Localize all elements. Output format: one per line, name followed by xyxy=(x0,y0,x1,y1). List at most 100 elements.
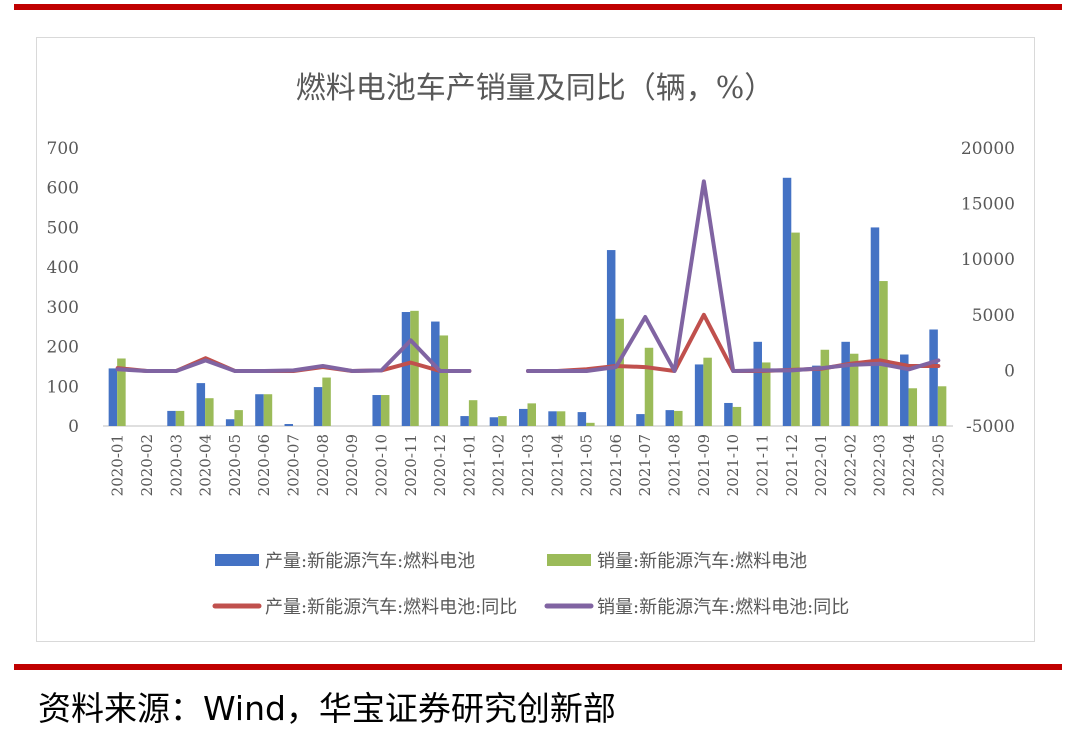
production-bar xyxy=(313,387,323,426)
sales-bar xyxy=(410,310,419,426)
x-tick-label: 2020-04 xyxy=(197,434,215,496)
x-tick-label: 2021-02 xyxy=(490,434,508,496)
production-bar xyxy=(606,250,616,426)
sales-bar xyxy=(879,281,888,426)
x-tick-label: 2022-03 xyxy=(871,434,889,496)
chart-svg: 燃料电池车产销量及同比（辆，%） 0 100 200 300 400 500 600 700 -5… xyxy=(47,71,1015,618)
legend-swatch xyxy=(215,554,259,566)
production-bar xyxy=(108,368,118,426)
sales-yoy-line xyxy=(526,179,941,373)
production-bar xyxy=(431,321,440,426)
sales-bar xyxy=(263,394,273,426)
x-tick-label: 2021-04 xyxy=(548,434,566,496)
legend-label: 产量:新能源汽车:燃料电池 xyxy=(265,551,475,572)
sales-bar xyxy=(674,410,683,426)
sales-bar xyxy=(820,349,830,426)
chart-title: 燃料电池车产销量及同比（辆，%） xyxy=(296,71,775,106)
x-tick-label: 2021-05 xyxy=(578,434,596,496)
production-bar xyxy=(196,383,206,426)
x-tick-label: 2020-10 xyxy=(372,434,390,496)
source-note: 资料来源：Wind，华宝证券研究创新部 xyxy=(38,689,616,728)
production-bar xyxy=(841,341,850,426)
sales-bar xyxy=(703,357,712,426)
x-tick-label: 2021-10 xyxy=(724,434,742,496)
production-bar xyxy=(665,410,675,426)
x-tick-label: 2021-11 xyxy=(753,434,771,496)
y-right-tick-label: 20000 xyxy=(961,139,1015,159)
production-bar xyxy=(782,177,792,426)
x-tick-label: 2020-08 xyxy=(314,434,332,496)
y-left-tick-label: 700 xyxy=(47,139,79,159)
production-bar xyxy=(870,227,880,426)
x-tick-label: 2021-01 xyxy=(460,434,478,496)
production-bar xyxy=(401,312,411,426)
production-bar xyxy=(694,364,704,426)
y-left-tick-label: 0 xyxy=(68,417,79,437)
x-tick-label: 2022-05 xyxy=(929,434,947,496)
sales-bar xyxy=(117,358,126,426)
production-bar xyxy=(372,395,381,426)
production-bar xyxy=(548,411,557,426)
y-left-tick-label: 100 xyxy=(47,377,79,397)
production-bar xyxy=(284,424,294,426)
x-tick-label: 2022-02 xyxy=(841,434,859,496)
sales-bar xyxy=(761,362,771,426)
sales-bar xyxy=(234,410,243,426)
sales-bar xyxy=(322,377,331,426)
legend-label: 销量:新能源汽车:燃料电池:同比 xyxy=(597,597,849,618)
x-tick-label: 2020-05 xyxy=(226,434,244,496)
sales-bar xyxy=(908,388,918,426)
x-tick-label: 2021-08 xyxy=(666,434,684,496)
production-bar xyxy=(812,365,821,426)
chart-frame: 燃料电池车产销量及同比（辆，%） 0 100 200 300 400 500 600 700 -5… xyxy=(36,37,1035,642)
y-right-tick-label: 0 xyxy=(1004,361,1015,381)
sales-bar xyxy=(556,411,566,426)
x-tick-label: 2020-03 xyxy=(167,434,185,496)
sales-bar xyxy=(849,353,859,426)
production-bar xyxy=(255,394,264,426)
production-bar xyxy=(753,341,762,426)
y-left-tick-label: 200 xyxy=(47,338,79,358)
x-tick-label: 2020-02 xyxy=(138,434,156,496)
production-bar xyxy=(225,419,235,426)
y-left-tick-label: 400 xyxy=(47,258,79,278)
x-tick-label: 2021-03 xyxy=(519,434,537,496)
production-bar xyxy=(900,354,909,426)
production-bar xyxy=(929,329,938,426)
sales-bar xyxy=(527,403,536,426)
sales-bar xyxy=(732,406,742,426)
production-bar xyxy=(460,416,469,426)
sales-bar xyxy=(175,410,185,426)
sales-bar xyxy=(937,386,947,426)
production-bar xyxy=(489,417,499,426)
production-bar xyxy=(577,412,587,426)
legend-label: 销量:新能源汽车:燃料电池 xyxy=(597,551,807,572)
y-right-tick-label: 5000 xyxy=(972,306,1015,326)
legend-swatch xyxy=(547,554,591,566)
production-bar xyxy=(167,410,176,426)
sales-bar xyxy=(644,347,654,426)
sales-yoy-line xyxy=(115,338,472,373)
production-bar xyxy=(724,402,733,426)
sales-bar xyxy=(615,318,624,426)
x-tick-label: 2020-06 xyxy=(255,434,273,496)
sales-bar xyxy=(205,398,214,426)
production-bar xyxy=(636,414,645,426)
legend-label: 产量:新能源汽车:燃料电池:同比 xyxy=(265,597,517,618)
sales-bar xyxy=(498,416,507,426)
top-rule xyxy=(14,4,1062,10)
production-bar xyxy=(519,408,528,426)
x-tick-label: 2020-12 xyxy=(431,434,449,496)
x-tick-label: 2021-06 xyxy=(607,434,625,496)
y-left-tick-label: 500 xyxy=(47,218,79,238)
sales-bar xyxy=(586,422,595,426)
y-right-tick-label: -5000 xyxy=(966,417,1015,437)
x-tick-label: 2021-09 xyxy=(695,434,713,496)
x-tick-label: 2022-04 xyxy=(900,434,918,496)
x-tick-label: 2022-01 xyxy=(812,434,830,496)
x-tick-label: 2020-09 xyxy=(343,434,361,496)
bottom-rule xyxy=(14,664,1062,670)
y-right-tick-label: 10000 xyxy=(961,250,1015,270)
x-tick-label: 2021-12 xyxy=(783,434,801,496)
x-tick-label: 2020-07 xyxy=(285,434,303,496)
